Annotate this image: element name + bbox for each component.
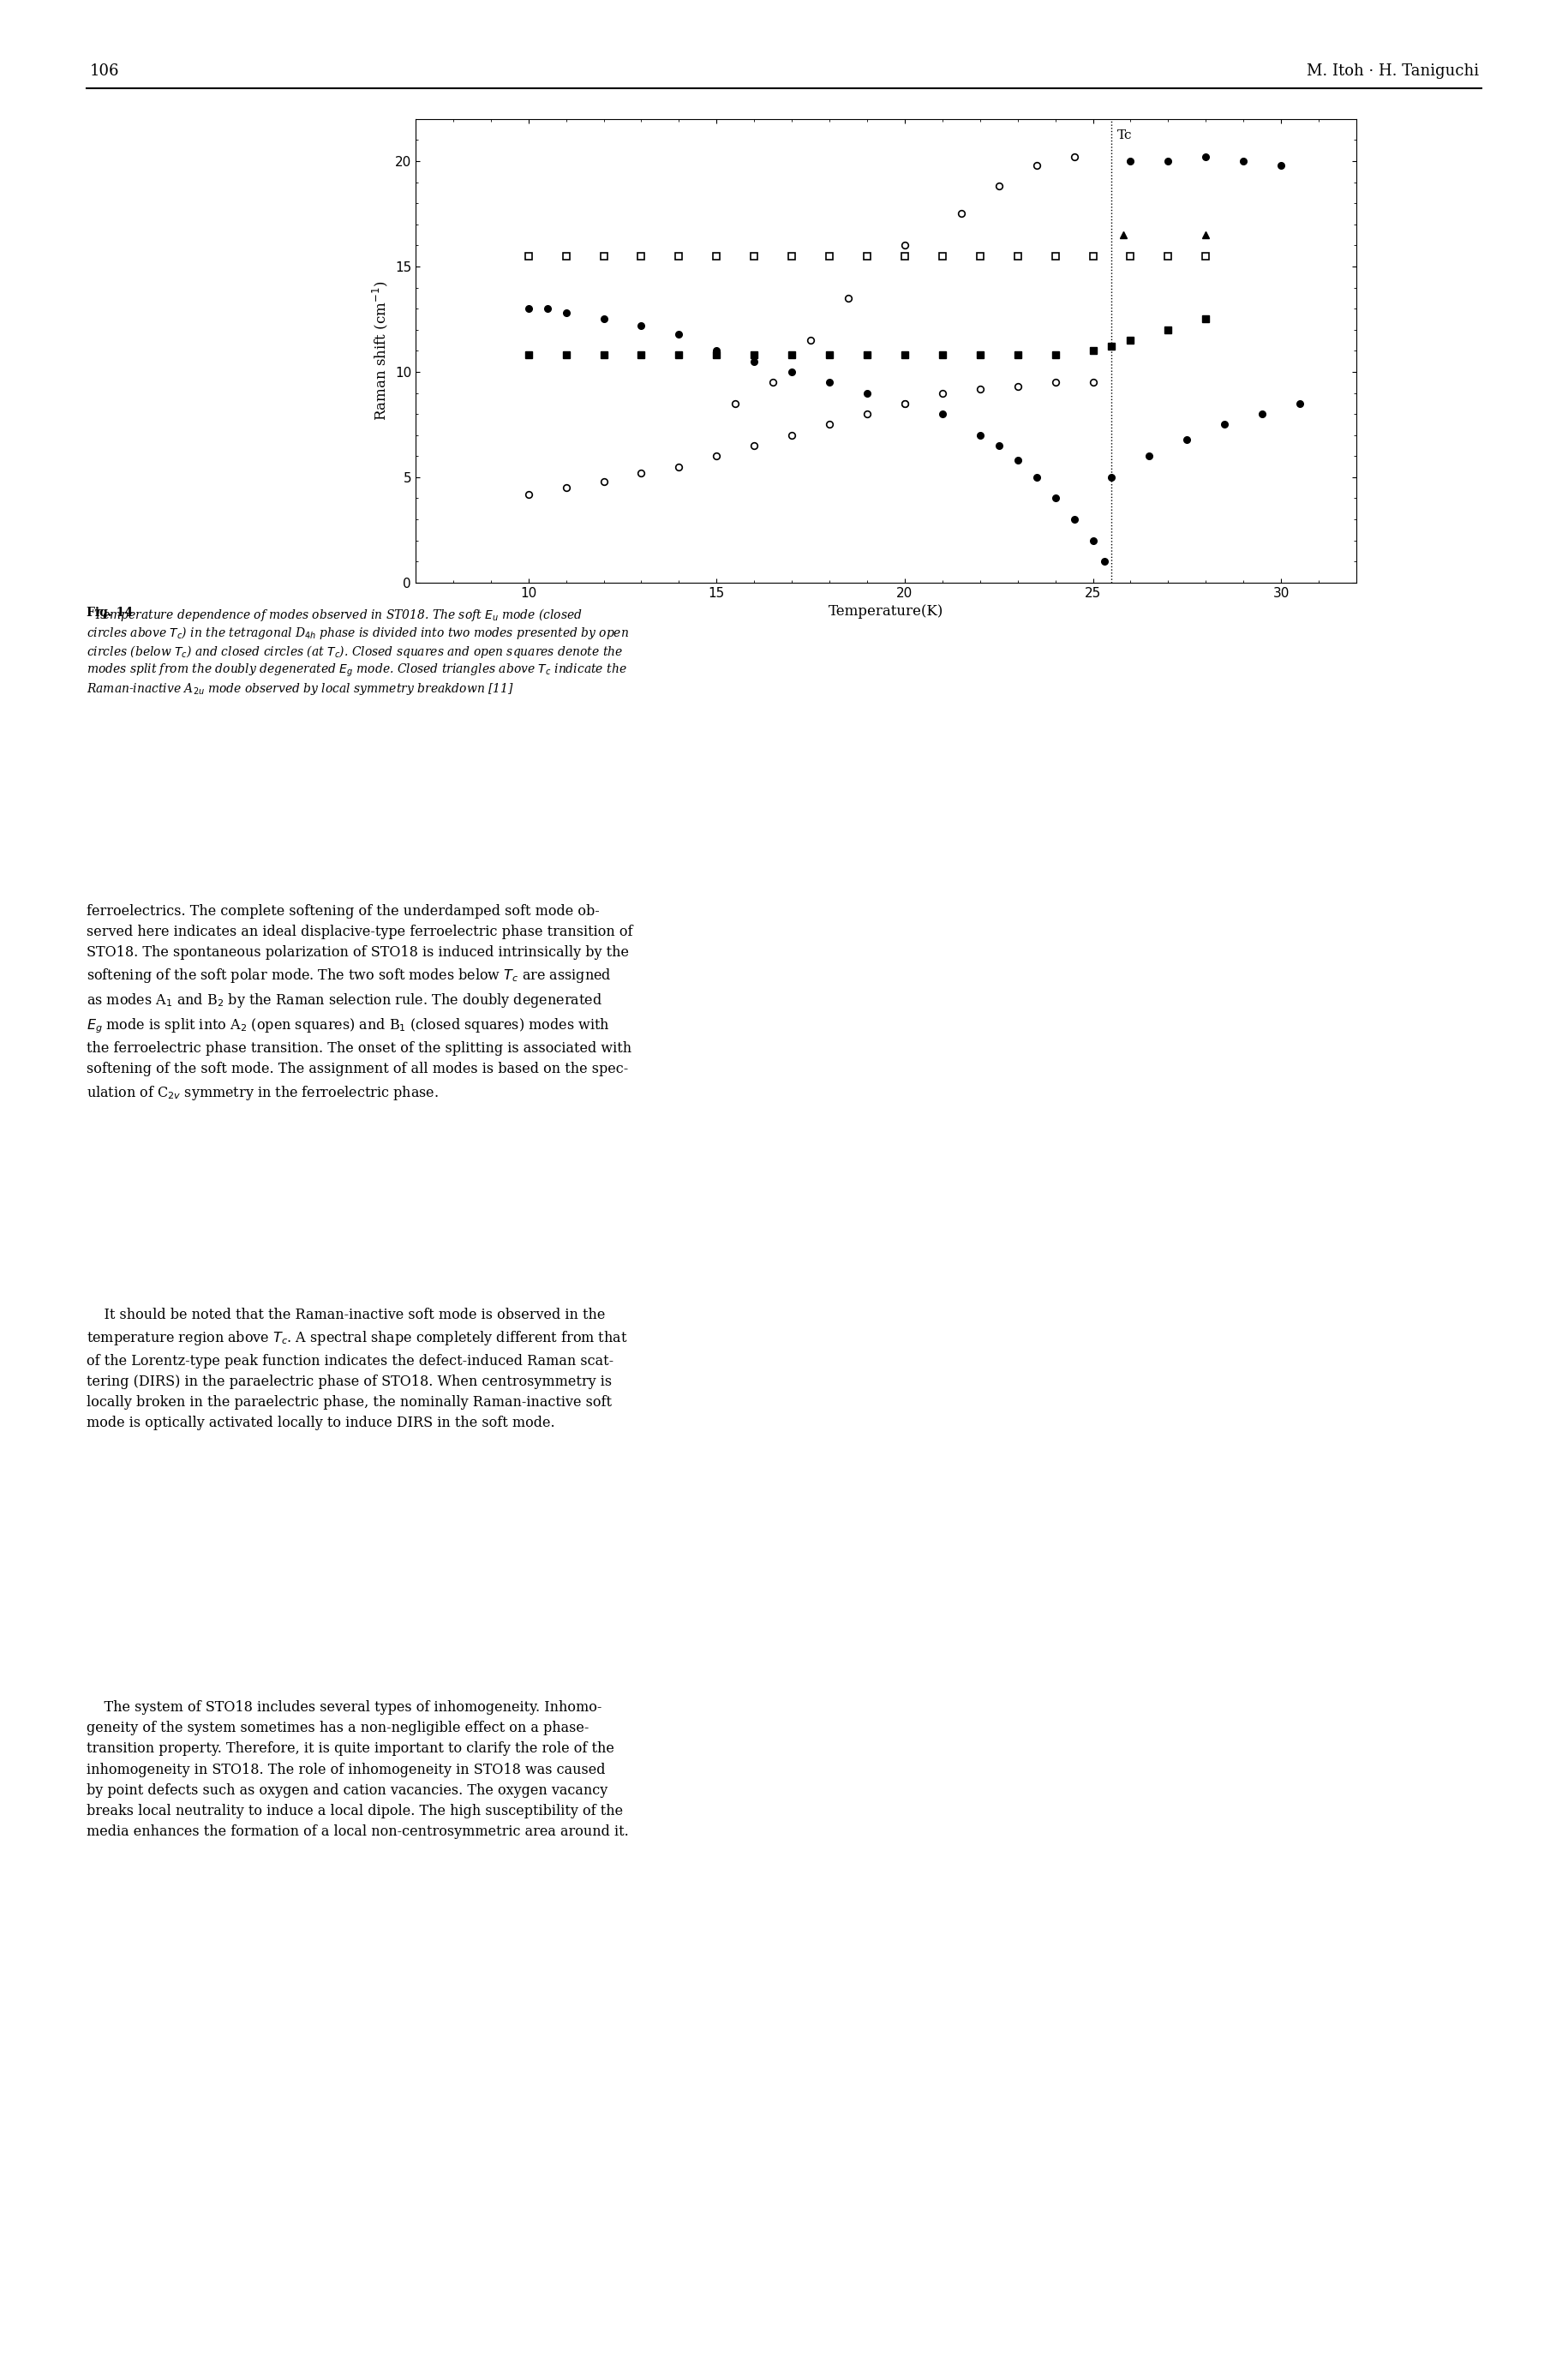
Text: Fig. 14: Fig. 14 [86, 606, 133, 618]
Text: Temperature dependence of modes observed in ST018. The soft $E_u$ mode (closed
c: Temperature dependence of modes observed… [86, 606, 629, 697]
X-axis label: Temperature(K): Temperature(K) [828, 604, 944, 618]
Text: M. Itoh · H. Taniguchi: M. Itoh · H. Taniguchi [1306, 64, 1479, 78]
Text: 106: 106 [89, 64, 119, 78]
Text: The system of STO18 includes several types of inhomogeneity. Inhomo-
geneity of : The system of STO18 includes several typ… [86, 1700, 629, 1838]
Text: ferroelectrics. The complete softening of the underdamped soft mode ob-
served h: ferroelectrics. The complete softening o… [86, 904, 632, 1101]
Y-axis label: Raman shift (cm$^{-1}$): Raman shift (cm$^{-1}$) [372, 281, 390, 421]
Text: Tc: Tc [1118, 128, 1132, 140]
Text: It should be noted that the Raman-inactive soft mode is observed in the
temperat: It should be noted that the Raman-inacti… [86, 1308, 627, 1429]
